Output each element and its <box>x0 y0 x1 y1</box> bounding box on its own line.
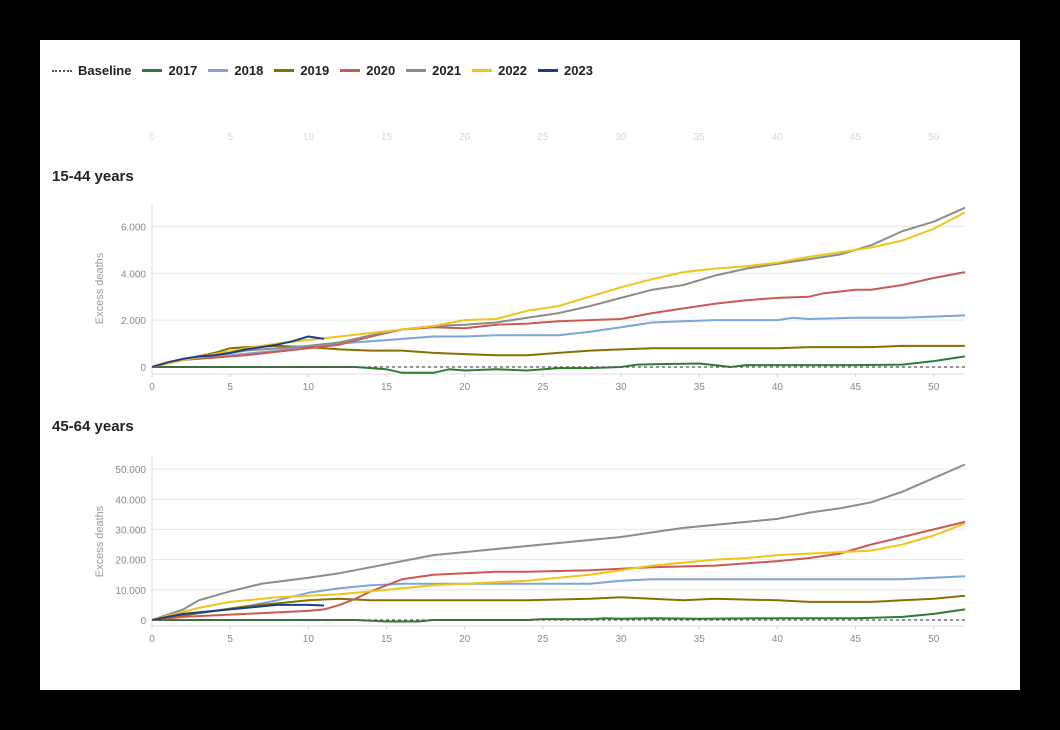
y-tick-label: 20.000 <box>115 556 146 567</box>
x-tick-label: 15 <box>381 382 393 393</box>
legend-label: 2023 <box>564 63 593 78</box>
y-tick-label: 30.000 <box>115 525 146 536</box>
legend-swatch <box>340 69 361 72</box>
faint-x-tick: 5 <box>227 132 233 143</box>
legend-label: 2022 <box>498 63 528 78</box>
x-tick-label: 10 <box>303 634 315 645</box>
legend-label: 2021 <box>432 63 462 78</box>
legend-swatch <box>406 69 427 72</box>
y-tick-label: 0 <box>140 363 146 374</box>
legend-label: 2018 <box>234 63 264 78</box>
legend-swatch <box>274 69 295 72</box>
legend-label: 2020 <box>366 63 396 78</box>
y-tick-label: 50.000 <box>115 465 146 476</box>
x-tick-label: 5 <box>227 382 233 393</box>
series-line-2022[interactable] <box>151 522 966 621</box>
x-tick-label: 30 <box>615 382 627 393</box>
y-tick-label: 40.000 <box>115 495 146 506</box>
x-tick-label: 35 <box>694 634 706 645</box>
faint-x-tick: 10 <box>303 132 315 143</box>
faint-x-tick: 40 <box>772 132 784 143</box>
series-line-2021[interactable] <box>151 206 966 368</box>
panel-title-15-44: 15-44 years <box>52 168 134 185</box>
faint-x-tick: 0 <box>149 132 155 143</box>
faint-x-tick: 50 <box>928 132 940 143</box>
x-tick-label: 40 <box>772 634 784 645</box>
series-line-2019[interactable] <box>151 594 966 621</box>
legend: Baseline 2017 2018 2019 2020 2021 2022 2023 <box>52 63 604 78</box>
x-tick-label: 25 <box>537 382 549 393</box>
x-tick-label: 15 <box>381 634 393 645</box>
y-axis-label: Excess deaths <box>94 252 106 324</box>
y-tick-label: 4.000 <box>121 269 146 280</box>
x-tick-label: 25 <box>537 634 549 645</box>
y-tick-label: 10.000 <box>115 586 146 597</box>
legend-item-baseline[interactable]: Baseline <box>52 63 131 78</box>
x-tick-label: 45 <box>850 382 862 393</box>
legend-label: 2019 <box>300 63 330 78</box>
series-line-2021[interactable] <box>151 463 966 621</box>
legend-swatch <box>142 69 163 72</box>
legend-swatch <box>208 69 229 72</box>
legend-swatch <box>538 69 559 72</box>
faint-x-tick: 45 <box>850 132 862 143</box>
x-tick-label: 50 <box>928 382 940 393</box>
legend-swatch <box>472 69 493 72</box>
legend-swatch <box>52 69 72 72</box>
y-tick-label: 2.000 <box>121 316 146 327</box>
faint-x-tick: 25 <box>537 132 549 143</box>
x-tick-label: 50 <box>928 634 940 645</box>
x-tick-label: 45 <box>850 634 862 645</box>
x-tick-label: 20 <box>459 634 471 645</box>
faint-x-tick: 30 <box>615 132 627 143</box>
x-tick-label: 30 <box>615 634 627 645</box>
legend-item-2020[interactable]: 2020 <box>340 63 395 78</box>
series-line-2020[interactable] <box>151 271 966 368</box>
series-line-2022[interactable] <box>151 211 966 368</box>
x-tick-label: 20 <box>459 382 471 393</box>
x-tick-label: 0 <box>149 634 155 645</box>
panel-title-45-64: 45-64 years <box>52 418 134 435</box>
faint-x-tick: 35 <box>694 132 706 143</box>
x-tick-label: 35 <box>694 382 706 393</box>
series-line-2020[interactable] <box>151 520 966 621</box>
legend-item-2017[interactable]: 2017 <box>142 63 197 78</box>
series-line-2017[interactable] <box>152 608 966 623</box>
chart-panel-45-64: 0 10.000 20.000 30.000 40.000 50.000 0 5 10 15 20 2… <box>94 457 966 645</box>
faint-x-tick: 15 <box>381 132 393 143</box>
x-tick-label: 40 <box>772 382 784 393</box>
legend-item-2021[interactable]: 2021 <box>406 63 461 78</box>
series-line-2023[interactable] <box>151 603 325 621</box>
legend-item-2018[interactable]: 2018 <box>208 63 263 78</box>
legend-label: 2017 <box>168 63 198 78</box>
legend-item-2023[interactable]: 2023 <box>538 63 593 78</box>
faint-x-tick: 20 <box>459 132 471 143</box>
series-line-2017[interactable] <box>152 355 966 374</box>
series-line-2018[interactable] <box>151 314 966 368</box>
x-tick-label: 5 <box>227 634 233 645</box>
chart-panel-15-44: 0 2.000 4.000 6.000 0 5 10 15 20 25 30 35 40 45 50 Exce… <box>94 203 966 393</box>
series-line-2023[interactable] <box>151 335 325 368</box>
x-tick-label: 0 <box>149 382 155 393</box>
legend-item-2019[interactable]: 2019 <box>274 63 329 78</box>
legend-label: Baseline <box>78 63 132 78</box>
y-tick-label: 6.000 <box>121 222 146 233</box>
x-tick-label: 10 <box>303 382 315 393</box>
y-tick-label: 0 <box>140 616 146 627</box>
legend-item-2022[interactable]: 2022 <box>472 63 527 78</box>
y-axis-label: Excess deaths <box>94 505 106 577</box>
